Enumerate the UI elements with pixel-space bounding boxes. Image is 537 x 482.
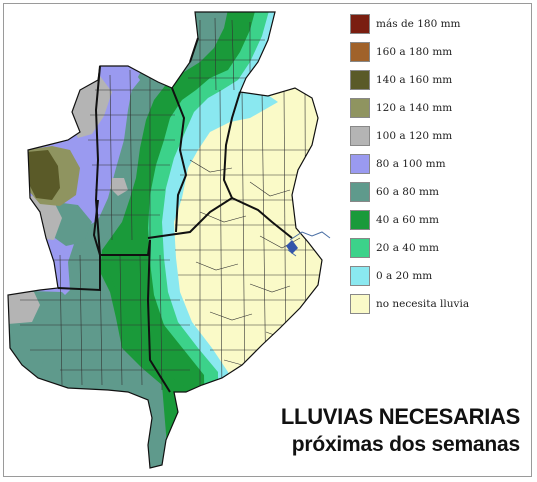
legend-swatch xyxy=(350,126,370,146)
legend-swatch xyxy=(350,70,370,90)
legend-label: 40 a 60 mm xyxy=(376,214,439,226)
legend-label: más de 180 mm xyxy=(376,18,461,30)
legend-item: más de 180 mm xyxy=(350,14,461,34)
legend-swatch xyxy=(350,14,370,34)
legend-item: 60 a 80 mm xyxy=(350,182,439,202)
map-title-line1: LLUVIAS NECESARIAS xyxy=(280,404,520,429)
map-title-line2: próximas dos semanas xyxy=(291,433,520,456)
legend-item: 120 a 140 mm xyxy=(350,98,452,118)
map-outline xyxy=(7,11,323,469)
legend-item: 0 a 20 mm xyxy=(350,266,432,286)
legend-swatch xyxy=(350,210,370,230)
legend-label: 20 a 40 mm xyxy=(376,242,439,254)
legend-swatch xyxy=(350,294,370,314)
legend-swatch xyxy=(350,266,370,286)
legend-item: 140 a 160 mm xyxy=(350,70,452,90)
legend-label: 60 a 80 mm xyxy=(376,186,439,198)
legend-label: no necesita lluvia xyxy=(376,298,470,310)
legend-label: 100 a 120 mm xyxy=(376,130,453,142)
legend-label: 0 a 20 mm xyxy=(376,270,433,282)
legend-item: 160 a 180 mm xyxy=(350,42,452,62)
legend-swatch xyxy=(350,154,370,174)
legend-swatch xyxy=(350,182,370,202)
legend-swatch xyxy=(350,238,370,258)
zone-140-160 xyxy=(26,150,60,200)
legend-item: 40 a 60 mm xyxy=(350,210,439,230)
legend-item: 20 a 40 mm xyxy=(350,238,439,258)
legend-item: no necesita lluvia xyxy=(350,294,469,314)
legend-label: 80 a 100 mm xyxy=(376,158,446,170)
map-title: LLUVIAS NECESARIAS próximas dos semanas xyxy=(281,403,520,459)
legend-label: 160 a 180 mm xyxy=(376,46,453,58)
legend-label: 120 a 140 mm xyxy=(376,102,453,114)
city-marker xyxy=(286,240,298,254)
legend-item: 100 a 120 mm xyxy=(350,126,452,146)
zone-80-100-north xyxy=(112,66,140,90)
legend-label: 140 a 160 mm xyxy=(376,74,453,86)
province-borders xyxy=(57,37,293,393)
legend-swatch xyxy=(350,42,370,62)
legend-item: 80 a 100 mm xyxy=(350,154,446,174)
zone-100-120-spot xyxy=(110,178,128,196)
zone-40-60-south xyxy=(108,250,200,386)
legend-swatch xyxy=(350,98,370,118)
county-borders xyxy=(20,17,322,401)
